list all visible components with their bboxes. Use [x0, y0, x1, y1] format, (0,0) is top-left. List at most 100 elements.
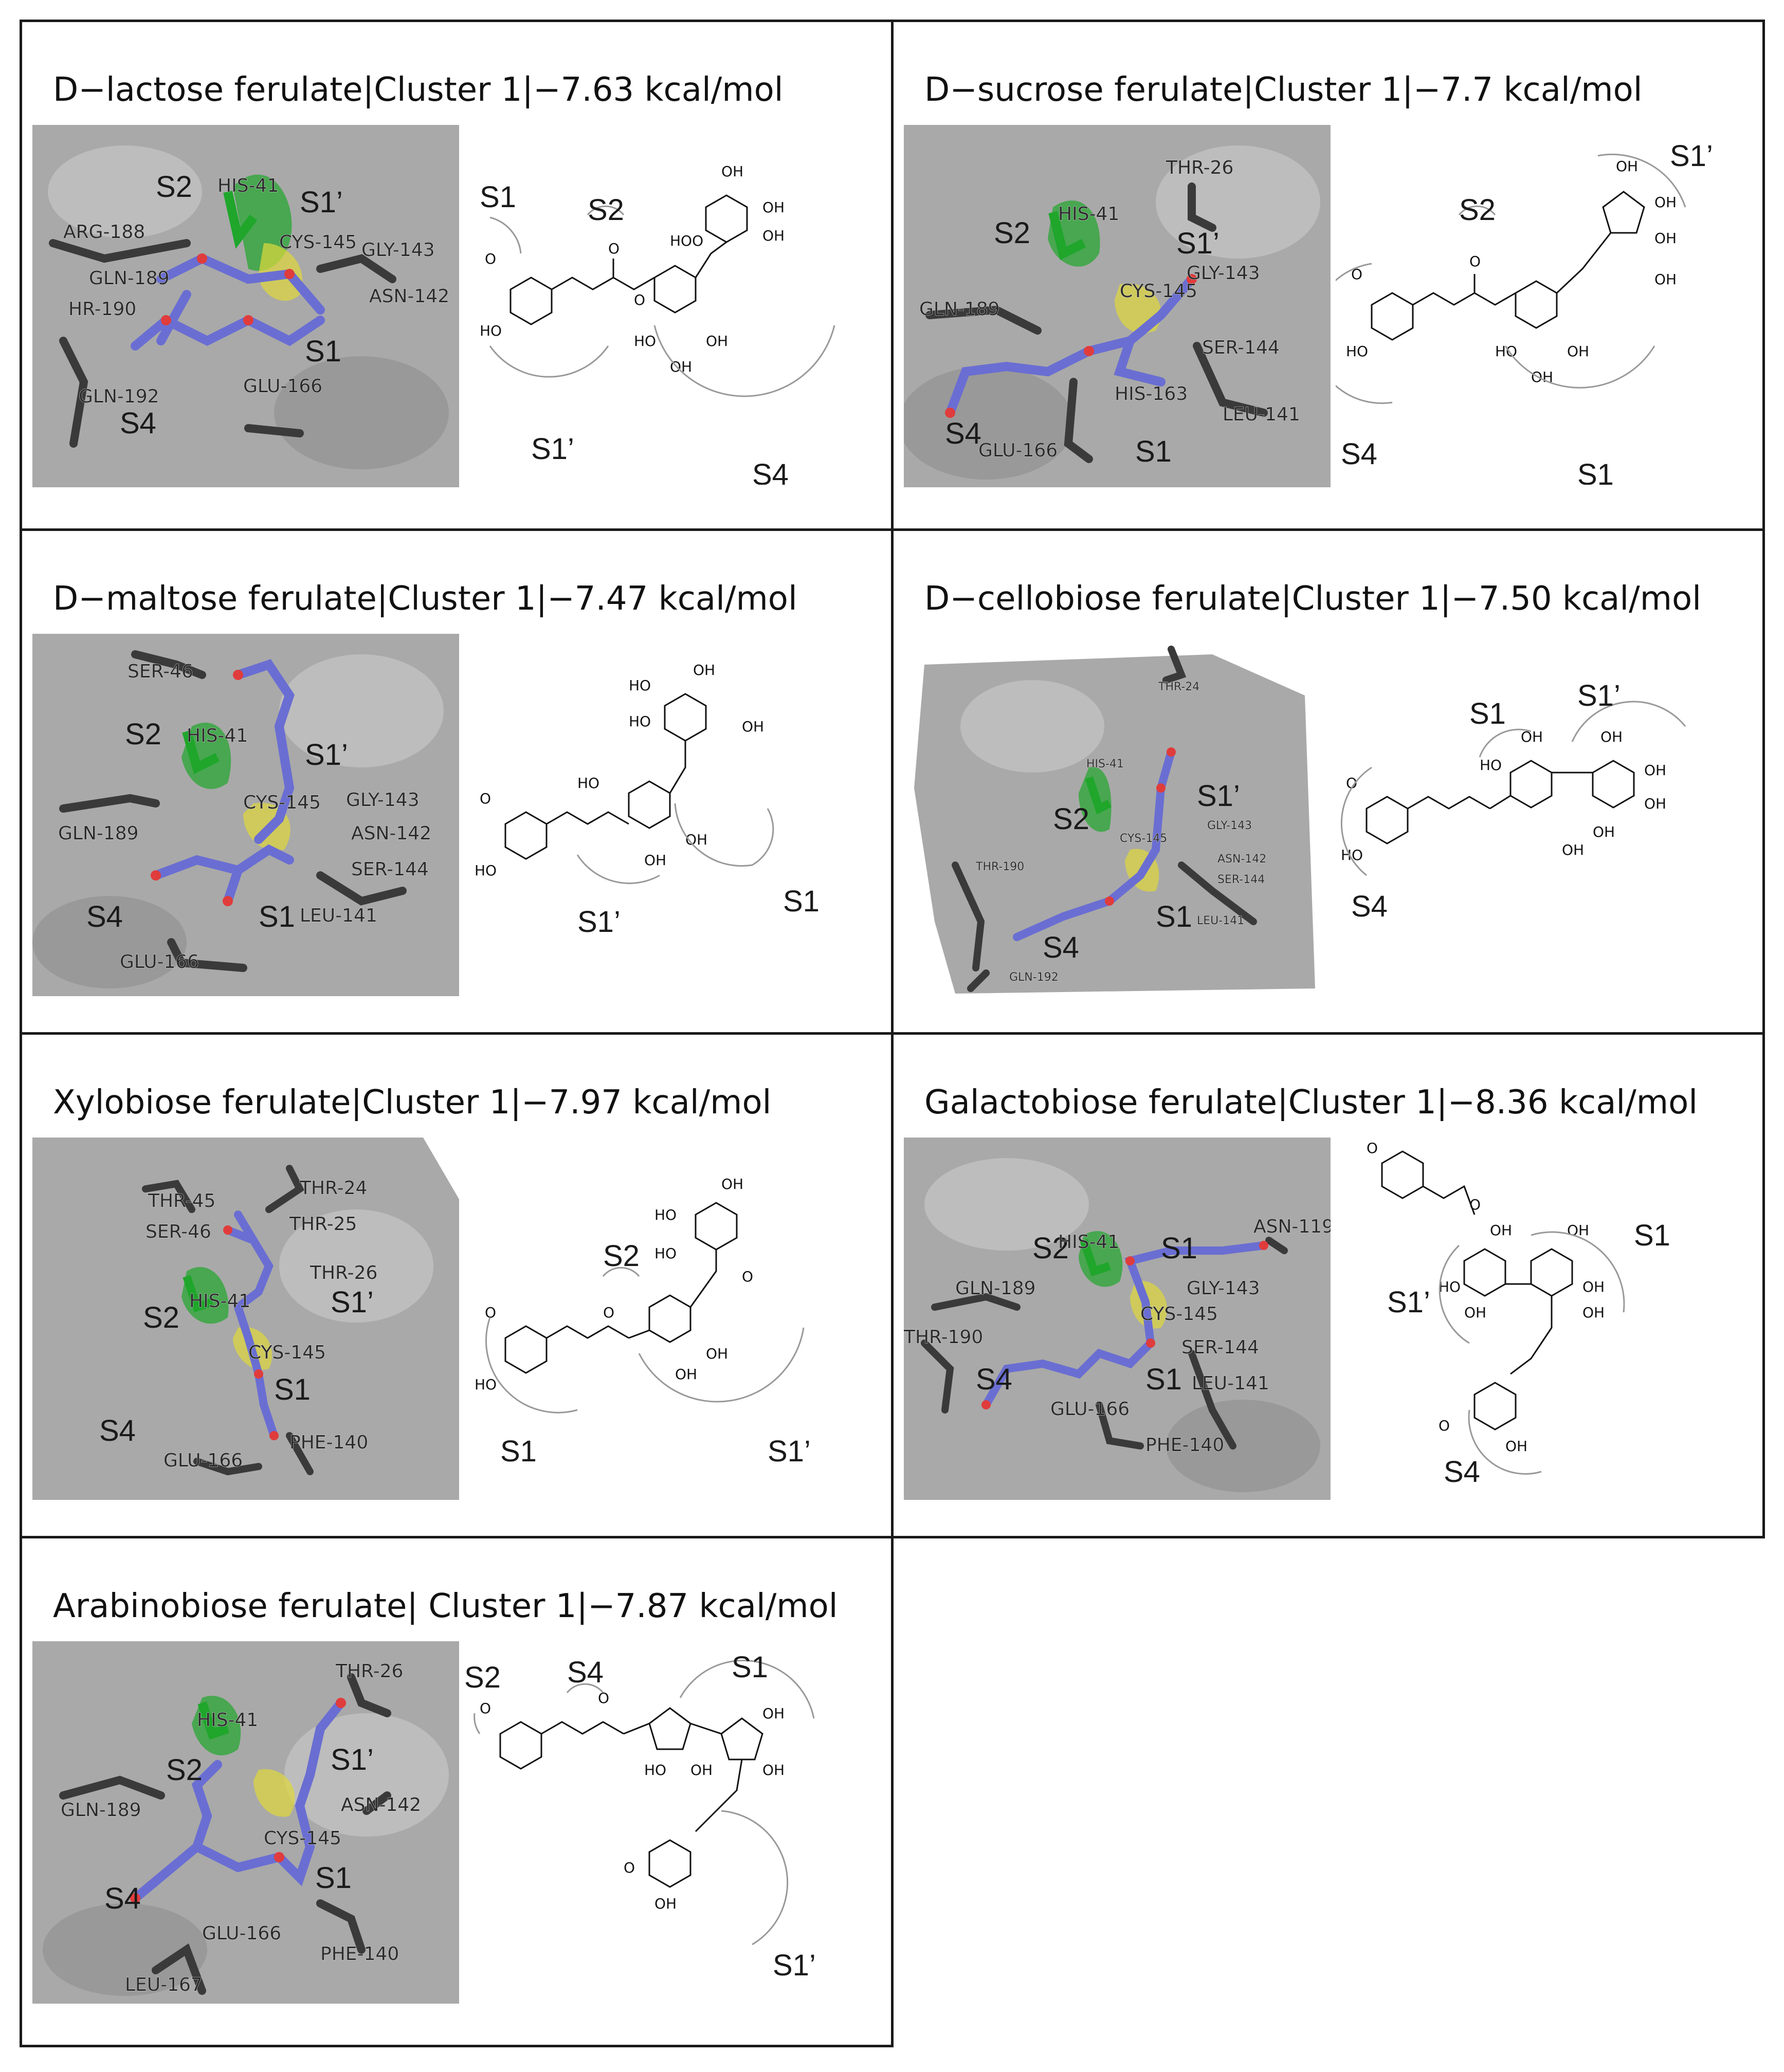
ligand-sticks [131, 253, 325, 351]
site-arcs [489, 205, 835, 397]
site-label: S4 [1444, 1455, 1480, 1489]
residue-label: ARG-188 [63, 222, 145, 243]
site-label: S1’ [305, 738, 348, 772]
site-label: S2 [166, 1753, 203, 1787]
residue-label: ASN-142 [1217, 853, 1266, 866]
atom-label: HO [634, 333, 656, 350]
residue-label: GLY-143 [346, 790, 420, 811]
atom-label: OH [1654, 230, 1677, 247]
site-label: S2 [1459, 193, 1496, 227]
atom-label: O [1346, 775, 1357, 792]
atom-label: HO [475, 1376, 497, 1393]
atom-label: OH [762, 227, 785, 244]
atom-label: HO [475, 862, 497, 879]
residue-label: GLY-143 [1187, 1278, 1260, 1299]
docking-pose-image: S1’ S2 S1 S4 THR-24 THR-45 THR-25 SER-46… [32, 1138, 459, 1500]
atom-label: OH [1600, 728, 1623, 745]
residue-label: SER-144 [1217, 873, 1265, 886]
residue-label: LEU-141 [1197, 914, 1244, 927]
residue-label: CYS-145 [264, 1828, 341, 1849]
residue-label: GLN-192 [79, 386, 159, 407]
residue-label: GLU-166 [120, 951, 199, 973]
site-label: S4 [567, 1656, 604, 1689]
docking-pose-image: S2 S1’ S4 S1 THR-26 HIS-41 GLY-143 GLN-1… [904, 125, 1331, 487]
residue-sticks [49, 239, 396, 448]
site-label: S2 [603, 1239, 640, 1273]
site-label: S1 [305, 335, 341, 368]
site-label: S1 [1161, 1232, 1197, 1265]
residue-label: GLU-166 [978, 440, 1058, 461]
residue-label: CYS-145 [1140, 1304, 1218, 1325]
residue-label: PHE-140 [320, 1943, 399, 1965]
residue-label: HIS-41 [1058, 204, 1119, 225]
site-label: S2 [1032, 1232, 1069, 1265]
site-label: S2 [588, 193, 624, 227]
site-label: S1’ [768, 1435, 811, 1468]
panel-title: D−maltose ferulate|Cluster 1|−7.47 kcal/… [53, 580, 797, 618]
atom-label: OH [654, 1895, 677, 1912]
site-label: S4 [945, 417, 981, 450]
site-label: S4 [86, 900, 123, 933]
site-label: S4 [99, 1414, 136, 1447]
his41-stick [223, 191, 258, 249]
residue-label: THR-25 [289, 1214, 357, 1235]
residue-label: GLN-189 [919, 299, 1000, 320]
site-label: S2 [125, 718, 161, 751]
site-label: S1 [1156, 900, 1192, 933]
residue-label: GLN-192 [1009, 971, 1059, 984]
panel-galactobiose: Galactobiose ferulate|Cluster 1|−8.36 kc… [891, 1032, 1765, 1538]
docking-pose-image: S2 S1’ S1 S4 HIS-41 ARG-188 GLN-189 CYS-… [32, 125, 459, 487]
residue-label: SER-144 [351, 859, 429, 880]
panel-cellobiose: D−cellobiose ferulate|Cluster 1|−7.50 kc… [891, 528, 1765, 1035]
residue-label: SER-144 [1181, 1337, 1259, 1358]
atom-label: HO [577, 775, 599, 792]
site-label: S1’ [331, 1286, 374, 1319]
panel-lactose: D−lactose ferulate|Cluster 1|−7.63 kcal/… [20, 20, 894, 531]
site-label: S1’ [1670, 139, 1713, 173]
residue-label: SER-144 [1202, 337, 1280, 358]
atom-label: OH [1582, 1304, 1605, 1321]
chemical-structure: O HO OH HO OH OH OH OH OH S1’ S1 S4 [1336, 639, 1747, 994]
residue-label: GLN-189 [955, 1278, 1036, 1299]
atom-label: O [603, 1304, 614, 1321]
panel-xylobiose: Xylobiose ferulate|Cluster 1|−7.97 kcal/… [20, 1032, 894, 1538]
residue-label: CYS-145 [1120, 832, 1167, 845]
residue-label: THR-24 [1158, 681, 1199, 693]
chemical-structure: O HO O HO OH HO O OH OH S2 S1 S1’ [464, 1143, 876, 1497]
atom-label: OH [762, 1762, 785, 1778]
chemical-structure: O O OH OH HO OH OH OH O OH S1 S1’ S4 [1336, 1143, 1747, 1497]
residue-label: CYS-145 [279, 232, 357, 253]
atom-label: HO [629, 713, 651, 730]
residue-label: GLN-189 [58, 823, 139, 844]
atom-label: OH [762, 1705, 785, 1722]
residue-label: PHE-140 [1145, 1435, 1224, 1456]
residue-label: GLU-166 [202, 1923, 281, 1944]
atom-label: OH [742, 718, 764, 735]
site-label: S1 [259, 900, 295, 933]
atom-label: HO [1341, 847, 1363, 864]
residue-label: THR-26 [310, 1262, 377, 1283]
chemical-structure: O O OH HO OH OH O OH S2 S4 S1 S1’ [464, 1646, 876, 2001]
site-label: S4 [1341, 437, 1377, 471]
residue-label: THR-45 [148, 1190, 215, 1212]
residue-label: LEU-141 [300, 905, 377, 926]
site-label: S1 [1634, 1219, 1670, 1252]
atom-label: O [1351, 266, 1362, 283]
residue-label: HIS-41 [1058, 1232, 1119, 1253]
residue-label: GLN-189 [89, 268, 170, 289]
residue-label: GLY-143 [1187, 263, 1260, 284]
atom-label: HOO [670, 232, 703, 249]
residue-label: ASN-142 [351, 823, 431, 844]
atom-label: HO [654, 1206, 677, 1223]
atom-label: HO [629, 677, 651, 694]
residue-label: SER-46 [128, 661, 193, 682]
site-label: S1 [1135, 435, 1172, 468]
site-label: S2 [156, 170, 192, 204]
residue-label: GLU-166 [243, 376, 322, 397]
atom-label: OH [1644, 795, 1666, 812]
atom-label: OH [1562, 841, 1584, 858]
atom-label: OH [1654, 271, 1677, 288]
atom-label: O [598, 1690, 609, 1707]
atom-label: HO [654, 1245, 677, 1262]
residue-label: CYS-145 [243, 792, 321, 813]
